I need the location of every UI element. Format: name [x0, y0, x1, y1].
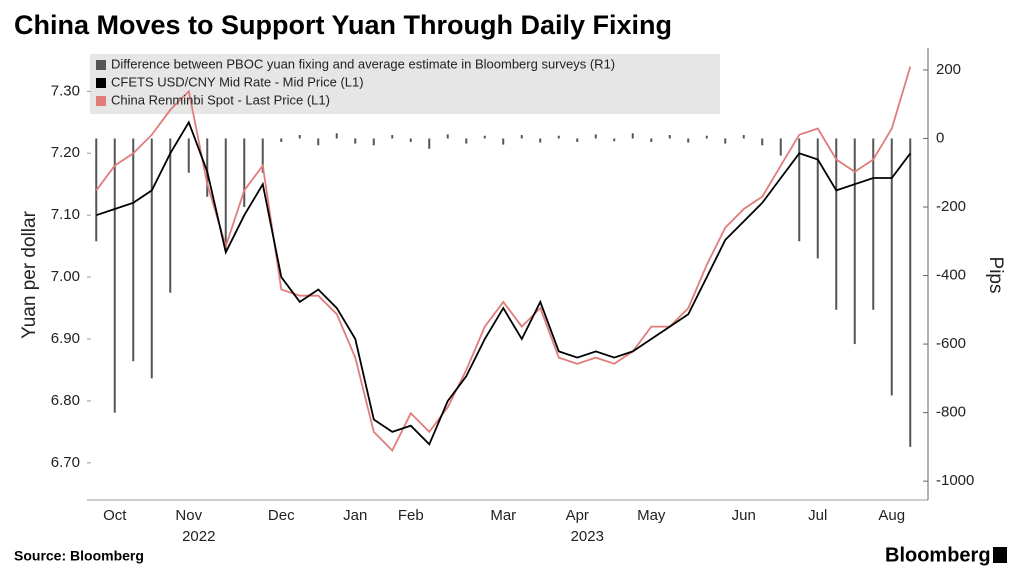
bar: [779, 138, 782, 156]
x-tick-label: Mar: [490, 507, 516, 524]
bar: [520, 135, 523, 139]
y-tick-label: 7.00: [51, 268, 80, 285]
bar: [354, 138, 357, 144]
y2-tick-label: 0: [936, 129, 944, 146]
legend-label: China Renminbi Spot - Last Price (L1): [111, 92, 330, 107]
bar: [298, 135, 301, 139]
bar: [742, 135, 745, 139]
line: [96, 120, 912, 446]
bar: [409, 138, 412, 142]
bar: [853, 138, 856, 345]
bar: [816, 138, 819, 259]
source: Source: Bloomberg: [14, 548, 144, 564]
bar: [206, 138, 209, 197]
brand-icon: [993, 547, 1007, 563]
chart-title: China Moves to Support Yuan Through Dail…: [14, 10, 672, 40]
x-year-label: 2022: [182, 528, 215, 545]
legend-swatch: [96, 96, 106, 106]
y-tick-label: 7.20: [51, 144, 80, 161]
x-tick-label: Feb: [398, 507, 424, 524]
brand: Bloomberg: [885, 544, 991, 566]
bar: [317, 138, 320, 146]
bar: [631, 133, 634, 139]
bar: [539, 138, 542, 143]
legend-swatch: [96, 78, 106, 88]
y2-tick-label: -800: [936, 404, 966, 421]
bar: [261, 138, 264, 173]
line: [95, 66, 912, 453]
legend-label: Difference between PBOC yuan fixing and …: [111, 56, 615, 71]
bar: [557, 135, 560, 139]
bar: [761, 138, 764, 146]
y2-axis-label: Pips: [985, 257, 1006, 294]
bar: [724, 138, 727, 144]
x-tick-label: Jan: [343, 507, 367, 524]
bar: [650, 138, 653, 142]
bar: [113, 138, 116, 413]
x-tick-label: Oct: [103, 507, 127, 524]
bar: [335, 133, 338, 139]
bar: [169, 138, 172, 293]
bar: [687, 138, 690, 143]
bar: [613, 138, 616, 142]
bar: [280, 138, 283, 142]
bar: [187, 138, 190, 173]
y-tick-label: 6.80: [51, 392, 80, 409]
y-tick-label: 6.90: [51, 330, 80, 347]
bar: [150, 138, 153, 379]
y-tick-label: 7.10: [51, 206, 80, 223]
bar: [372, 138, 375, 146]
y2-tick-label: -1000: [936, 472, 974, 489]
bar: [835, 138, 838, 310]
x-tick-label: Aug: [878, 507, 905, 524]
bar: [798, 138, 801, 242]
legend-label: CFETS USD/CNY Mid Rate - Mid Price (L1): [111, 74, 364, 89]
bar: [243, 138, 246, 208]
bar: [576, 138, 579, 142]
bar: [909, 138, 912, 447]
x-tick-label: Jul: [808, 507, 827, 524]
bar: [705, 135, 708, 139]
x-year-label: 2023: [571, 528, 604, 545]
bar: [391, 135, 394, 139]
bar: [872, 138, 875, 310]
y-tick-label: 7.30: [51, 82, 80, 99]
x-tick-label: May: [637, 507, 666, 524]
x-tick-label: Nov: [175, 507, 202, 524]
y-tick-label: 6.70: [51, 454, 80, 471]
y2-tick-label: 200: [936, 61, 961, 78]
y2-tick-label: -400: [936, 267, 966, 284]
x-tick-label: Jun: [732, 507, 756, 524]
legend-box: [90, 54, 720, 114]
bar: [502, 138, 505, 145]
bar: [483, 135, 486, 139]
y-axis-label: Yuan per dollar: [19, 210, 40, 338]
bar: [428, 138, 431, 149]
bar: [668, 135, 671, 139]
y2-tick-label: -600: [936, 335, 966, 352]
x-tick-label: Apr: [566, 507, 589, 524]
x-tick-label: Dec: [268, 507, 295, 524]
bar: [594, 134, 597, 139]
bar: [224, 138, 227, 252]
y2-tick-label: -200: [936, 198, 966, 215]
bar: [890, 138, 893, 396]
legend-swatch: [96, 60, 106, 70]
bar: [446, 134, 449, 139]
bar: [132, 138, 135, 362]
bar: [465, 138, 468, 144]
